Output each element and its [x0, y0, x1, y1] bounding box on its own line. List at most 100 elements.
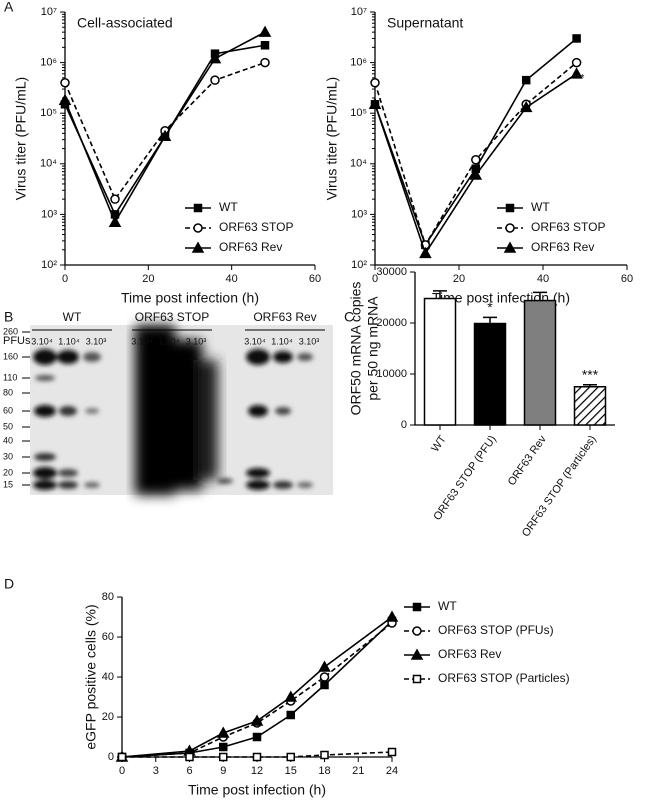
legend-label: ORF63 STOP (PFUs) — [438, 623, 554, 637]
y-tick-label: 10⁵ — [40, 107, 57, 119]
x-tick-label: 21 — [352, 765, 364, 777]
error-bar — [433, 290, 447, 299]
legend-marker — [503, 241, 517, 253]
marker — [320, 680, 329, 690]
blot-dose: 3.10³ — [186, 336, 207, 346]
bar — [523, 299, 557, 426]
blot-dose: 1.10⁴ — [271, 336, 293, 346]
y-tick-label: 10⁴ — [350, 158, 367, 170]
x-tick-label: 20 — [453, 273, 465, 285]
x-tick-label: 0 — [372, 273, 378, 285]
y-tick-label: 10³ — [351, 208, 367, 220]
legend-label: ORF63 STOP (Particles) — [438, 671, 570, 685]
blot-marker-label: 260 — [3, 326, 18, 336]
marker — [260, 57, 270, 68]
panel-letter: D — [4, 576, 14, 592]
y-tick-label: 20000 — [376, 317, 407, 329]
legend-marker — [193, 223, 203, 233]
x-tick-label: 0 — [62, 273, 68, 285]
x-tick-label: 6 — [186, 765, 192, 777]
marker — [519, 100, 533, 113]
y-tick-label: 60 — [102, 631, 114, 643]
marker — [60, 77, 70, 88]
blot-dose: 3.10⁴ — [31, 336, 53, 346]
x-tick-label: 60 — [621, 273, 633, 285]
y-axis-title: eGFP positive cells (%) — [83, 604, 99, 749]
marker — [286, 710, 295, 720]
marker — [286, 752, 295, 762]
marker — [319, 672, 330, 682]
legend-marker — [505, 203, 515, 213]
marker — [571, 57, 582, 68]
marker — [570, 67, 583, 79]
marker — [284, 690, 298, 702]
marker — [260, 41, 270, 50]
legend-label: ORF63 Rev — [531, 240, 594, 254]
marker — [117, 752, 127, 762]
marker — [252, 752, 262, 762]
legend-marker — [191, 241, 205, 253]
marker — [158, 129, 172, 142]
chart-title: Supernatant — [387, 15, 463, 31]
bar — [423, 297, 457, 426]
x-tick-label: 3 — [153, 765, 159, 777]
x-tick-label: 15 — [285, 765, 297, 777]
y-axis-title: ORF50 mRNA copies — [348, 282, 364, 416]
y-tick-label: 10³ — [41, 208, 57, 220]
legend-label: ORF63 Rev — [438, 647, 501, 661]
blot-dose: 1.10⁴ — [58, 336, 80, 346]
marker — [368, 97, 382, 110]
blot-marker-label: 60 — [3, 405, 13, 415]
legend-label: WT — [438, 599, 457, 613]
legend-marker — [412, 602, 422, 612]
marker — [385, 610, 399, 622]
x-tick-label: 0 — [119, 765, 125, 777]
panel-letter: A — [4, 0, 14, 15]
blot-dose: 3.10³ — [299, 336, 320, 346]
marker — [250, 714, 264, 726]
blot-dose-label: PFUs — [3, 335, 31, 347]
y-tick-label: 10⁶ — [350, 57, 367, 69]
blot-marker-label: 40 — [3, 435, 13, 445]
y-tick-label: 0 — [108, 751, 114, 763]
marker — [419, 246, 432, 259]
legend-label: ORF63 Rev — [219, 240, 282, 254]
y-tick-label: 40 — [102, 671, 114, 683]
error-bar — [533, 291, 547, 301]
y-tick-label: 10⁷ — [351, 6, 367, 18]
x-tick-label: 9 — [220, 765, 226, 777]
blot-marker-label: 160 — [3, 351, 18, 361]
blot-group-label: WT — [63, 310, 82, 324]
y-tick-label: 80 — [102, 591, 114, 603]
y-tick-label: 20 — [102, 711, 114, 723]
error-bar — [583, 383, 597, 387]
legend-marker — [412, 674, 422, 684]
y-axis-title: Virus titer (PFU/mL) — [13, 77, 29, 200]
x-tick-label: 18 — [318, 765, 330, 777]
x-tick-label: ORF63 Rev — [506, 433, 549, 488]
legend-label: WT — [219, 200, 238, 214]
legend-label: ORF63 STOP — [531, 220, 605, 234]
x-tick-label: 60 — [309, 273, 321, 285]
y-tick-label: 10² — [41, 259, 57, 271]
marker — [252, 732, 262, 742]
y-tick-label: 10⁶ — [40, 57, 57, 69]
x-tick-label: 24 — [386, 765, 398, 777]
marker — [318, 660, 331, 672]
marker — [216, 726, 230, 738]
series-line — [374, 61, 578, 247]
y-axis-title: Virus titer (PFU/mL) — [324, 77, 340, 200]
bar — [473, 322, 507, 426]
legend-label: ORF63 STOP — [219, 220, 293, 234]
western-blot — [30, 325, 333, 495]
marker — [108, 215, 122, 227]
x-tick-label: WT — [429, 433, 449, 454]
blot-marker-label: 15 — [3, 479, 13, 489]
marker — [521, 75, 531, 85]
blot-marker-label: 80 — [3, 387, 13, 397]
marker — [219, 742, 228, 752]
significance: * — [487, 299, 493, 315]
significance: *** — [582, 366, 599, 382]
marker — [219, 752, 228, 762]
